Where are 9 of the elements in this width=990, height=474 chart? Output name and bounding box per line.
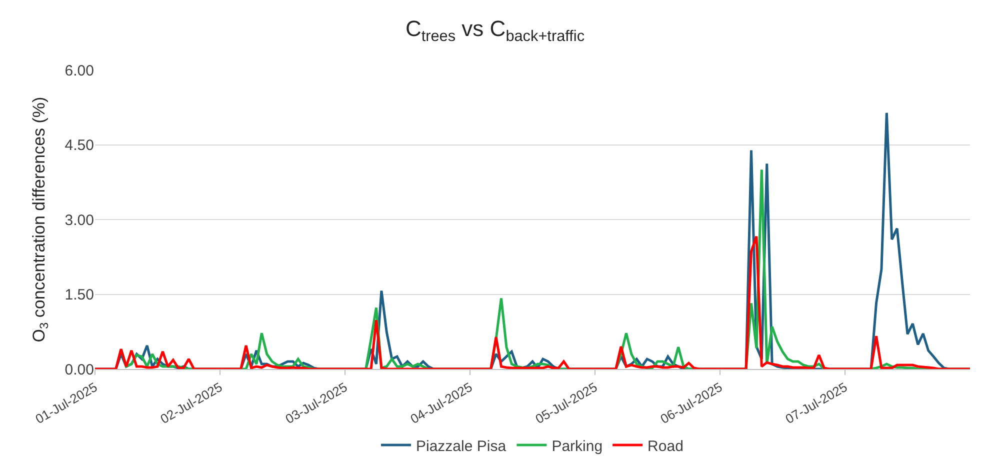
chart-title: C$_{trees}$ vs C$_{back+traffic}$ [405, 16, 585, 45]
y-tick-label: 1.50 [64, 286, 94, 304]
legend-label: Road [648, 438, 684, 455]
y-tick-label: 3.00 [64, 212, 94, 229]
y-tick-label: 0.00 [64, 361, 94, 378]
legend-label: Piazzale Pisa [416, 438, 507, 455]
legend-label: Parking [552, 438, 603, 455]
y-tick-label: 4.50 [64, 137, 94, 154]
y-tick-label: 6.00 [64, 62, 94, 80]
